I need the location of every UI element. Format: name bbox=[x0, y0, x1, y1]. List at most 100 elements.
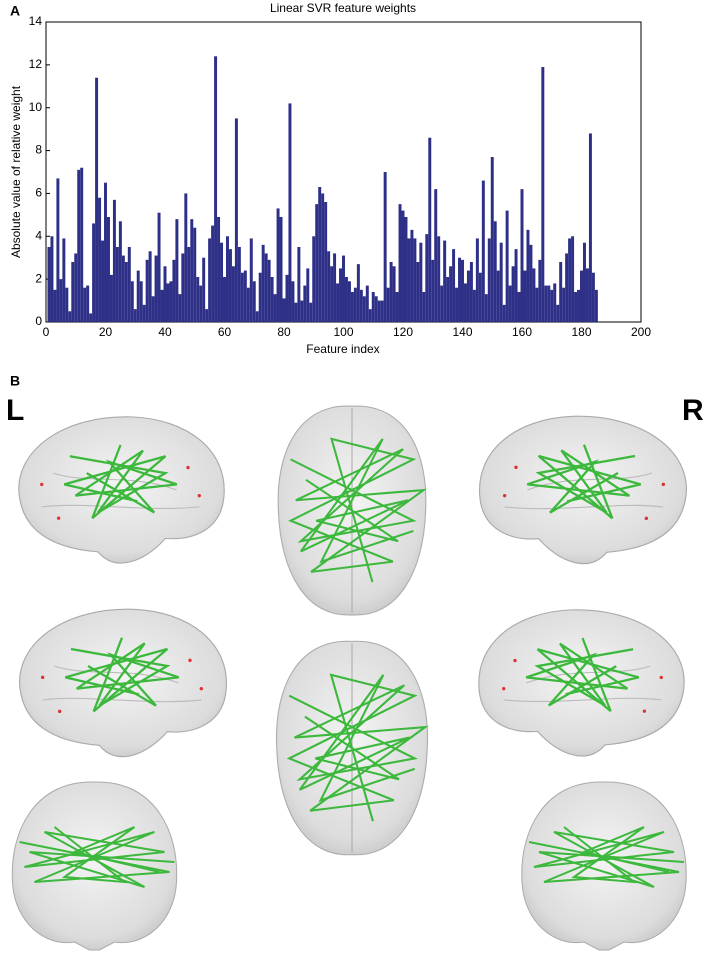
bar bbox=[312, 236, 316, 322]
bar bbox=[223, 277, 226, 322]
y-tick-label: 4 bbox=[35, 228, 42, 242]
panel-label: B bbox=[10, 373, 20, 389]
bar bbox=[136, 270, 140, 322]
bar bbox=[452, 249, 456, 322]
bar bbox=[276, 208, 280, 322]
bar bbox=[350, 292, 354, 322]
bar bbox=[389, 262, 393, 322]
bar bbox=[588, 133, 592, 322]
bar bbox=[264, 253, 268, 322]
bar bbox=[151, 296, 155, 322]
x-tick-label: 100 bbox=[333, 325, 353, 339]
bar bbox=[112, 199, 116, 322]
bar bbox=[166, 283, 170, 322]
bar bbox=[440, 285, 444, 322]
bar bbox=[294, 302, 298, 322]
bar bbox=[231, 266, 235, 322]
bar bbox=[368, 309, 372, 322]
y-tick-label: 14 bbox=[29, 14, 43, 28]
bar bbox=[318, 187, 322, 322]
bar bbox=[422, 292, 426, 322]
bar bbox=[47, 247, 51, 322]
side-label: R bbox=[682, 394, 704, 427]
bar bbox=[550, 289, 554, 322]
bar bbox=[285, 274, 289, 322]
bar bbox=[240, 272, 244, 322]
bar bbox=[267, 259, 271, 322]
bar bbox=[184, 193, 188, 322]
bar bbox=[321, 193, 325, 322]
bar bbox=[279, 217, 283, 322]
bar bbox=[342, 255, 345, 322]
bar bbox=[496, 270, 500, 322]
bar bbox=[404, 217, 408, 322]
bar bbox=[419, 242, 423, 322]
x-tick-label: 120 bbox=[393, 325, 413, 339]
bar bbox=[160, 289, 164, 322]
bar bbox=[104, 182, 107, 322]
bar bbox=[178, 294, 182, 322]
bar bbox=[458, 257, 462, 322]
bar bbox=[413, 238, 417, 322]
bar bbox=[291, 281, 295, 322]
bar bbox=[220, 242, 224, 322]
bar bbox=[127, 247, 131, 322]
bar bbox=[356, 264, 360, 322]
bar bbox=[398, 204, 402, 322]
bar bbox=[523, 270, 527, 322]
bar bbox=[568, 238, 572, 322]
bar bbox=[582, 242, 586, 322]
bar bbox=[493, 221, 497, 322]
bar bbox=[190, 219, 194, 322]
bar bbox=[234, 118, 238, 322]
bar bbox=[538, 259, 542, 322]
bar bbox=[374, 296, 378, 322]
bar bbox=[371, 292, 375, 322]
bar bbox=[481, 180, 485, 322]
bar bbox=[401, 210, 405, 322]
bar bbox=[255, 311, 259, 322]
bar bbox=[526, 229, 530, 322]
y-axis-label: Absolute value of relative weight bbox=[9, 85, 23, 258]
bar bbox=[205, 309, 209, 322]
bar bbox=[148, 251, 152, 322]
x-tick-label: 80 bbox=[277, 325, 291, 339]
y-tick-label: 0 bbox=[35, 314, 42, 328]
bar bbox=[443, 240, 447, 322]
bar bbox=[202, 257, 206, 322]
bar bbox=[261, 244, 265, 322]
bar bbox=[80, 167, 84, 322]
bar bbox=[86, 285, 90, 322]
bar bbox=[395, 292, 399, 322]
bar bbox=[517, 292, 521, 322]
bar bbox=[487, 238, 491, 322]
bar bbox=[591, 272, 595, 322]
y-tick-label: 2 bbox=[35, 271, 42, 285]
bar bbox=[505, 210, 509, 322]
bar bbox=[217, 217, 221, 322]
bar bbox=[68, 311, 72, 322]
bar bbox=[98, 197, 102, 322]
bar bbox=[243, 270, 247, 322]
bar bbox=[193, 227, 197, 322]
bar bbox=[252, 281, 256, 322]
x-tick-label: 40 bbox=[158, 325, 172, 339]
bar bbox=[270, 277, 274, 322]
bar bbox=[157, 212, 161, 322]
bar bbox=[211, 225, 215, 322]
bar bbox=[333, 253, 337, 322]
brain-views bbox=[11, 404, 688, 952]
bar bbox=[410, 229, 414, 322]
bar bbox=[62, 238, 66, 322]
x-tick-label: 0 bbox=[43, 325, 50, 339]
bar bbox=[139, 281, 143, 322]
bar bbox=[142, 304, 146, 322]
panel-label: A bbox=[10, 3, 20, 19]
bar bbox=[455, 287, 459, 322]
bar bbox=[74, 253, 78, 322]
bar bbox=[469, 262, 473, 322]
bar bbox=[344, 277, 348, 322]
bar bbox=[508, 285, 512, 322]
bar bbox=[502, 304, 506, 322]
x-tick-label: 200 bbox=[631, 325, 651, 339]
